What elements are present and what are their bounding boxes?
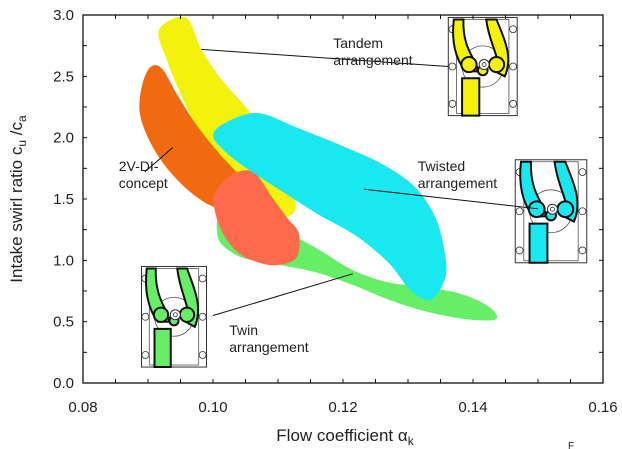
tandem-arrangement-sketch [447, 16, 518, 117]
arrangement-sketches [141, 16, 588, 369]
x-tick-label: 0.08 [68, 399, 97, 416]
x-tick-label: 0.10 [198, 399, 227, 416]
y-tick-label: 3.0 [53, 7, 74, 24]
annotation-tandem-arrangement: Tandem arrangement [201, 35, 449, 68]
region-2v-di-concept-lower [213, 170, 300, 266]
y-tick-label: 2.5 [53, 68, 74, 85]
y-tick-label: 2.0 [53, 130, 74, 147]
data-regions [139, 16, 498, 321]
annotation-label: Twin arrangement [229, 322, 308, 355]
footer-mark: F [568, 441, 574, 449]
y-tick-label: 1.5 [53, 191, 74, 208]
y-tick-label: 0.5 [53, 314, 74, 331]
annotation-twisted-arrangement: Twisted arrangement [363, 158, 539, 210]
region-2v-di-concept [139, 65, 258, 209]
x-tick-label: 0.12 [328, 399, 357, 416]
axes [82, 14, 604, 384]
x-tick-label: 0.14 [458, 399, 487, 416]
tick-labels: 0.08 0.10 0.12 0.14 0.16 0.0 0.5 1.0 1.5 2.0 2.5 3.… [53, 7, 617, 416]
twisted-arrangement-sketch [514, 159, 588, 264]
y-tick-label: 0.0 [53, 375, 74, 392]
x-tick-label: 0.16 [588, 399, 617, 416]
y-tick-label: 1.0 [53, 252, 74, 269]
annotation-label: Twisted arrangement [418, 158, 497, 191]
annotations: Tandem arrangement Twisted arrangement 2V-DI… [119, 35, 539, 355]
annotation-label: 2V-DI-concept [119, 158, 168, 191]
y-axis-title: Intake swirl ratio cu /ca [7, 115, 29, 283]
region-twisted-arrangement [212, 112, 447, 301]
annotation-twin-arrangement: Twin arrangement [212, 273, 353, 355]
annotation-label: Tandem arrangement [333, 35, 412, 68]
x-axis-title: Flow coefficient αk [276, 426, 414, 448]
annotation-2v-di-concept: 2V-DI-concept [119, 147, 174, 191]
twin-arrangement-sketch [141, 265, 207, 369]
